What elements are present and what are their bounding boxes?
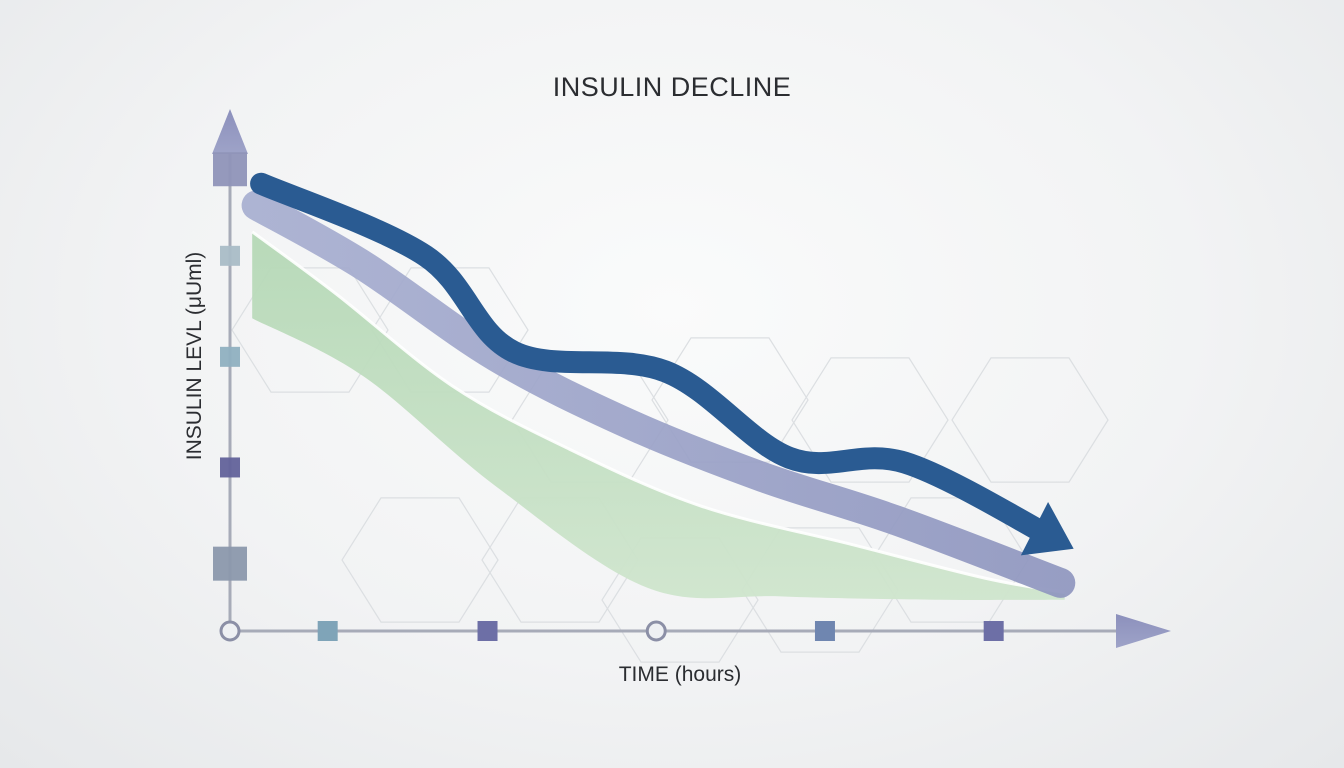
series-band-lavender xyxy=(241,190,1076,598)
x-axis-marker-circle xyxy=(219,620,241,642)
background-hexagon xyxy=(791,357,949,483)
series-area-green xyxy=(252,231,1065,600)
y-axis-label: INSULIN LEVL (μUml) xyxy=(183,252,206,461)
series-area-edge xyxy=(251,230,1065,594)
background-hexagon xyxy=(651,337,809,463)
y-axis-marker-square xyxy=(220,245,240,266)
axis-markers xyxy=(213,152,1004,642)
x-axis-marker-square xyxy=(814,621,835,641)
x-axis-marker-circle xyxy=(645,620,667,642)
chart-title: INSULIN DECLINE xyxy=(553,72,792,102)
series-arrow-line xyxy=(250,172,1067,551)
x-axis-marker-square xyxy=(477,621,498,641)
background-hexagon xyxy=(341,497,499,623)
y-axis-marker-square xyxy=(213,546,247,581)
series-arrowhead xyxy=(1020,501,1074,556)
x-axis-label: TIME (hours) xyxy=(619,663,742,686)
y-axis-marker-square xyxy=(220,346,240,367)
y-axis-marker-square xyxy=(213,152,247,187)
x-axis-marker-square xyxy=(317,621,338,641)
y-axis-arrowhead xyxy=(212,109,248,154)
series-layer xyxy=(241,172,1076,600)
y-axis-marker-square xyxy=(220,457,240,478)
background-hexagon xyxy=(951,357,1109,483)
x-axis-marker-square xyxy=(983,621,1004,641)
x-axis-arrowhead xyxy=(1116,614,1171,648)
